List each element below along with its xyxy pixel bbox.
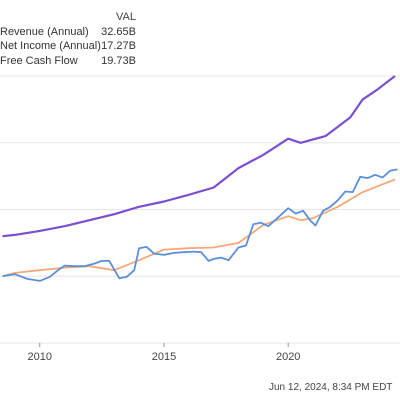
- legend-row-revenue[interactable]: Revenue (Annual) 32.65B: [0, 25, 136, 40]
- x-tick-label: 2020: [276, 351, 300, 363]
- legend-value: 19.73B: [101, 54, 136, 67]
- legend-label: Revenue (Annual): [0, 25, 89, 38]
- legend-value-header: VAL: [116, 11, 136, 24]
- legend-header-row: VAL: [0, 10, 136, 25]
- series-layer: [2, 75, 398, 282]
- gridlines: [0, 75, 400, 344]
- x-tick-label: 2010: [28, 351, 52, 363]
- legend-value: 17.27B: [101, 40, 136, 53]
- legend-row-net-income[interactable]: Net Income (Annual) 17.27B: [0, 39, 136, 54]
- series-line-revenue-annual: [2, 75, 396, 238]
- legend-label: Net Income (Annual): [0, 40, 101, 53]
- legend-row-free-cash-flow[interactable]: Free Cash Flow 19.73B: [0, 54, 136, 69]
- x-axis-ticks: 2010 2015 2020: [28, 343, 300, 363]
- x-tick-label: 2015: [152, 351, 176, 363]
- chart-footer: Jun 12, 2024, 8:34 PM EDT Powered by YCH…: [269, 382, 394, 393]
- legend-label: Free Cash Flow: [0, 54, 78, 67]
- legend-value: 32.65B: [101, 25, 136, 38]
- legend: VAL Revenue (Annual) 32.65B Net Income (…: [0, 10, 136, 68]
- series-line-free-cash-flow: [2, 168, 398, 282]
